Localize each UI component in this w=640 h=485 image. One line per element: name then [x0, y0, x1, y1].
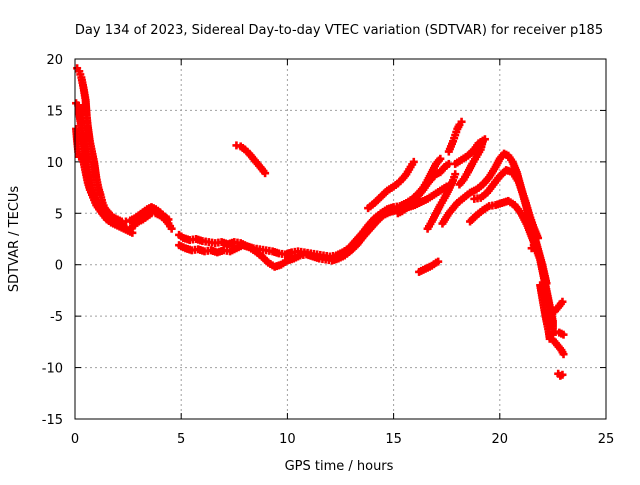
data-point — [558, 297, 567, 306]
series-trace-s — [551, 327, 568, 339]
series-trace-j — [444, 117, 466, 156]
plot-frame — [74, 58, 607, 420]
series-trace-m — [415, 257, 443, 276]
x-tick-labels: 0 5 10 15 20 25 — [71, 432, 614, 447]
data-point — [436, 154, 445, 163]
series-trace-t — [548, 335, 568, 359]
data-point — [531, 245, 540, 254]
y-tick-label: 20 — [46, 53, 63, 68]
data-point — [434, 257, 443, 266]
x-tick-label: 0 — [71, 432, 79, 447]
x-tick-label: 20 — [492, 432, 509, 447]
y-tick-label: 0 — [55, 259, 63, 274]
series-trace-r — [551, 297, 567, 315]
y-tick-label: 5 — [55, 207, 63, 222]
data-point — [128, 228, 137, 237]
series-trace-w — [451, 135, 489, 168]
series-trace-g — [364, 157, 418, 213]
y-tick-label: 15 — [46, 104, 63, 119]
y-tick-label: -5 — [50, 310, 63, 325]
y-tick-label: -15 — [42, 413, 63, 428]
series-trace-h — [393, 159, 453, 218]
series-trace-u — [554, 369, 567, 380]
series-trace-i — [232, 141, 270, 178]
data-point — [261, 169, 270, 178]
series-trace-l — [423, 170, 460, 233]
x-tick-label: 5 — [177, 432, 185, 447]
data-markers — [72, 64, 568, 380]
chart-title: Day 134 of 2023, Sidereal Day-to-day VTE… — [75, 23, 603, 38]
data-point — [558, 370, 567, 379]
x-axis-label: GPS time / hours — [285, 459, 394, 474]
series-trace-p — [466, 196, 557, 339]
data-point — [559, 350, 568, 359]
series-trace-v — [527, 241, 540, 254]
data-point — [451, 170, 460, 179]
x-tick-label: 10 — [279, 432, 296, 447]
series-trace-b — [72, 99, 137, 237]
y-axis-label: SDTVAR / TECUs — [7, 186, 22, 293]
data-point — [457, 117, 466, 126]
y-tick-label: 10 — [46, 156, 63, 171]
y-tick-labels: -15 -10 -5 0 5 10 15 20 — [42, 53, 63, 428]
x-tick-label: 25 — [598, 432, 615, 447]
x-tick-label: 15 — [385, 432, 402, 447]
data-point — [409, 157, 418, 166]
gridlines — [75, 59, 606, 419]
data-point — [167, 224, 176, 233]
series-trace-c — [73, 64, 173, 226]
y-tick-label: -10 — [42, 362, 63, 377]
axis-ticks — [74, 58, 607, 420]
data-point — [480, 135, 489, 144]
series-trace-f — [175, 182, 451, 271]
data-point — [559, 330, 568, 339]
series-trace-d — [130, 209, 176, 233]
